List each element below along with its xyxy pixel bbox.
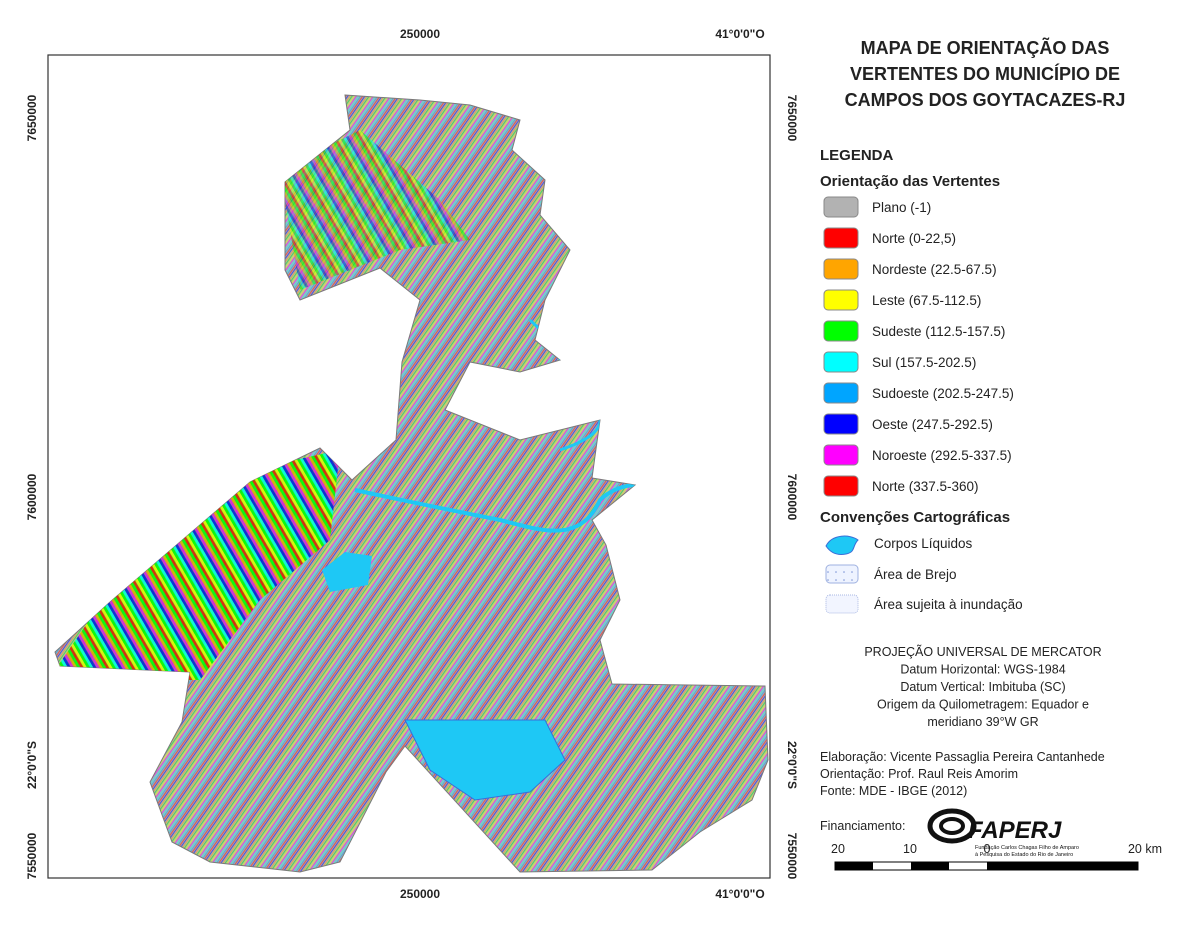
frame-label: 250000 [400, 887, 440, 901]
legend-label: Plano (-1) [872, 200, 931, 215]
marsh-icon [825, 564, 859, 584]
legend-swatch [823, 320, 859, 342]
projection-line: Datum Vertical: Imbituba (SC) [900, 680, 1065, 694]
frame-label: 41°0'0"O [715, 887, 764, 901]
lagoa-feia [404, 719, 566, 801]
legend-swatch [823, 351, 859, 373]
legend-swatch [823, 289, 859, 311]
legend-swatch [823, 413, 859, 435]
scale-label: 20 [831, 842, 845, 856]
logo-subtitle: Fundação Carlos Chagas Filho de Amparo [975, 845, 1079, 851]
frame-label: 7650000 [25, 94, 39, 141]
logo-mark [927, 808, 977, 844]
legend-swatch [823, 382, 859, 404]
legend-heading: LEGENDA [820, 147, 894, 164]
legend-label: Sul (157.5-202.5) [872, 355, 976, 370]
projection-line: PROJEÇÃO UNIVERSAL DE MERCATOR [864, 645, 1101, 659]
logo-mark [939, 817, 965, 835]
serra-west [55, 450, 340, 680]
map-title: CAMPOS DOS GOYTACAZES-RJ [845, 90, 1126, 110]
legend-label: Norte (0-22,5) [872, 231, 956, 246]
funding-label: Financiamento: [820, 819, 905, 833]
credit-line: Fonte: MDE - IBGE (2012) [820, 784, 967, 798]
lake [322, 552, 372, 592]
funding: Financiamento: FAPERJ Fundação Carlos Ch… [820, 808, 1079, 858]
water-bodies [322, 318, 637, 801]
steep-relief [55, 130, 470, 680]
convention-label: Área de Brejo [874, 567, 957, 582]
frame-label: 41°0'0"O [715, 27, 764, 41]
map-title: VERTENTES DO MUNICÍPIO DE [850, 63, 1120, 84]
flood-icon [825, 594, 859, 614]
scale-bar: 20 10 0 20 km [831, 842, 1162, 871]
projection-line: Datum Horizontal: WGS-1984 [900, 663, 1065, 677]
map-title: MAPA DE ORIENTAÇÃO DAS [861, 37, 1110, 58]
frame-labels: 250000 41°0'0"O 250000 41°0'0"O 7650000 76000… [25, 27, 799, 901]
frame-label: 7600000 [25, 473, 39, 520]
aspect-raster [54, 94, 769, 873]
scale-segment [987, 862, 1138, 870]
legend-swatch [823, 196, 859, 218]
legend-label: Noroeste (292.5-337.5) [872, 448, 1012, 463]
frame-label: 7550000 [25, 832, 39, 879]
legend-label: Leste (67.5-112.5) [872, 293, 981, 308]
credit-line: Orientação: Prof. Raul Reis Amorim [820, 767, 1018, 781]
convention-label: Corpos Líquidos [874, 536, 973, 551]
frame-label: 250000 [400, 27, 440, 41]
scale-label: 0 [984, 842, 991, 856]
legend-swatch [823, 444, 859, 466]
frame-label: 22°0'0"S [25, 741, 39, 789]
legend-label: Sudeste (112.5-157.5) [872, 324, 1005, 339]
logo-text: FAPERJ [968, 817, 1062, 844]
legend-swatch [823, 227, 859, 249]
legend-label: Sudoeste (202.5-247.5) [872, 386, 1014, 401]
logo-subtitle: à Pesquisa do Estado do Rio de Janeiro [975, 852, 1073, 858]
credit-line: Elaboração: Vicente Passaglia Pereira Ca… [820, 750, 1105, 764]
frame-label: 22°0'0"S [785, 741, 799, 789]
projection-info: PROJEÇÃO UNIVERSAL DE MERCATOR Datum Hori… [864, 645, 1101, 729]
paraiba-river [354, 483, 637, 533]
scale-label: 20 km [1128, 842, 1162, 856]
legend: MAPA DE ORIENTAÇÃO DAS VERTENTES DO MUNI… [820, 37, 1126, 614]
convention-label: Área sujeita à inundação [874, 597, 1023, 612]
water-icon [825, 535, 859, 555]
serra-north [280, 130, 470, 290]
frame-label: 7550000 [785, 833, 799, 880]
conventions-title: Convenções Cartográficas [820, 509, 1010, 526]
legend-classes: Plano (-1) Norte (0-22,5) Nordeste (22.5-6… [823, 196, 1014, 497]
scale-segment [911, 862, 949, 870]
legend-swatch [823, 258, 859, 280]
legend-swatch [823, 475, 859, 497]
frame-label: 7650000 [785, 95, 799, 142]
legend-label: Oeste (247.5-292.5) [872, 417, 993, 432]
projection-line: Origem da Quilometragem: Equador e [877, 698, 1089, 712]
projection-line: meridiano 39°W GR [927, 715, 1038, 729]
legend-label: Nordeste (22.5-67.5) [872, 262, 997, 277]
legend-label: Norte (337.5-360) [872, 479, 979, 494]
frame-label: 7600000 [785, 474, 799, 521]
scale-segment [835, 862, 873, 870]
legend-subheading: Orientação das Vertentes [820, 173, 1000, 190]
scale-label: 10 [903, 842, 917, 856]
credits: Elaboração: Vicente Passaglia Pereira Ca… [820, 750, 1105, 798]
municipality [54, 94, 769, 873]
